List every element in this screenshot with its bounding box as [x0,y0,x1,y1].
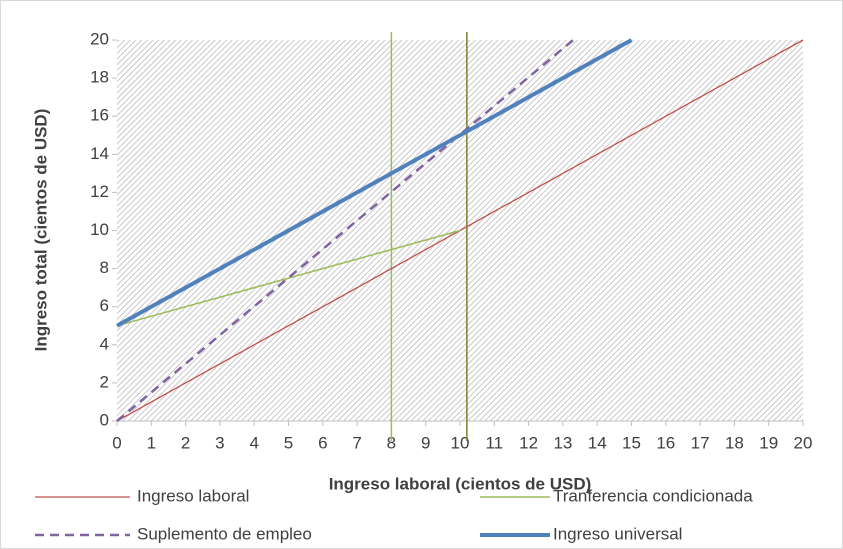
legend-label: Ingreso laboral [137,486,249,505]
x-axis-title: Ingreso laboral (cientos de USD) [329,474,592,493]
x-tick-label: 19 [759,433,778,452]
x-tick-label: 16 [656,433,675,452]
y-tick-label: 16 [90,106,109,125]
y-tick-label: 14 [90,144,109,163]
series-line [116,38,633,328]
y-tick-label: 12 [90,182,109,201]
legend-label: Ingreso universal [553,524,682,543]
x-tick-label: 5 [284,433,293,452]
x-tick-label: 6 [318,433,327,452]
series-line [116,229,461,327]
x-tick-label: 4 [249,433,258,452]
y-tick-label: 8 [100,258,109,277]
series-line [116,39,574,422]
x-tick-label: 20 [794,433,813,452]
x-tick-label: 17 [691,433,710,452]
x-tick-label: 3 [215,433,224,452]
x-tick-label: 1 [147,433,156,452]
x-tick-label: 15 [622,433,641,452]
x-tick-label: 9 [421,433,430,452]
y-tick-label: 4 [100,334,109,353]
x-tick-label: 2 [181,433,190,452]
legend-label: Suplemento de empleo [137,524,312,543]
x-tick-label: 7 [352,433,361,452]
x-tick-label: 18 [725,433,744,452]
x-tick-label: 12 [519,433,538,452]
y-axis-title: Ingreso total (cientos de USD) [31,109,50,352]
x-tick-label: 0 [112,433,121,452]
x-tick-label: 10 [451,433,470,452]
y-tick-label: 6 [100,296,109,315]
y-tick-label: 18 [90,68,109,87]
legend-label: Tranferencia condicionada [553,486,753,505]
x-tick-label: 11 [485,433,503,452]
x-tick-label: 8 [387,433,396,452]
y-tick-label: 10 [90,220,109,239]
y-tick-label: 2 [100,372,109,391]
y-tick-label: 0 [100,410,109,429]
x-tick-label: 14 [588,433,607,452]
x-tick-label: 13 [553,433,572,452]
y-tick-label: 20 [90,29,109,48]
